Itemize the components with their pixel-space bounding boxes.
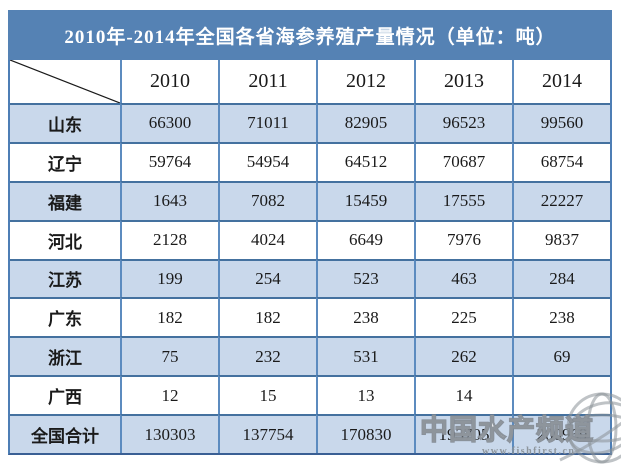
table-cell: 70687	[414, 141, 512, 181]
table-cell: 14	[414, 375, 512, 415]
row-label-福建: 福建	[10, 180, 120, 220]
table-cell: 232	[218, 336, 316, 376]
table-cell: 12	[120, 375, 218, 415]
table-cell: 99560	[512, 103, 610, 142]
column-header-2010: 2010	[120, 60, 218, 103]
table-cell: 7976	[414, 219, 512, 259]
column-header-2011: 2011	[218, 60, 316, 103]
table-cell: 254	[218, 258, 316, 298]
table-cell: 1643	[120, 180, 218, 220]
table-cell: 238	[512, 297, 610, 337]
table-cell: 9837	[512, 219, 610, 259]
row-label-山东: 山东	[10, 103, 120, 142]
table-cell: 523	[316, 258, 414, 298]
row-label-全国合计: 全国合计	[10, 414, 120, 453]
table-cell: 82905	[316, 103, 414, 142]
row-label-辽宁: 辽宁	[10, 141, 120, 181]
diagonal-line-icon	[10, 60, 120, 103]
table-cell: 199	[120, 258, 218, 298]
table-cell: 71011	[218, 103, 316, 142]
table-cell: 6649	[316, 219, 414, 259]
table-title: 2010年-2014年全国各省海参养殖产量情况（单位：吨）	[8, 10, 612, 60]
column-header-2014: 2014	[512, 60, 610, 103]
production-table: 2010年-2014年全国各省海参养殖产量情况（单位：吨） 2010 2011 20…	[8, 10, 612, 455]
table-cell: 238	[316, 297, 414, 337]
table-cell: 182	[218, 297, 316, 337]
table-cell	[512, 375, 610, 415]
row-label-浙江: 浙江	[10, 336, 120, 376]
table-cell: 2128	[120, 219, 218, 259]
corner-cell	[10, 60, 120, 103]
row-label-广东: 广东	[10, 297, 120, 337]
table-cell: 59764	[120, 141, 218, 181]
table-cell: 17555	[414, 180, 512, 220]
table-cell: 170830	[316, 414, 414, 453]
column-header-2012: 2012	[316, 60, 414, 103]
table-cell: 68754	[512, 141, 610, 181]
table-cell: 137754	[218, 414, 316, 453]
table-cell: 193705	[414, 414, 512, 453]
table-cell: 200969	[512, 414, 610, 453]
table-cell: 64512	[316, 141, 414, 181]
table-cell: 13	[316, 375, 414, 415]
row-label-河北: 河北	[10, 219, 120, 259]
table-cell: 66300	[120, 103, 218, 142]
table-cell: 96523	[414, 103, 512, 142]
table-cell: 262	[414, 336, 512, 376]
table-cell: 15459	[316, 180, 414, 220]
column-header-2013: 2013	[414, 60, 512, 103]
table-cell: 4024	[218, 219, 316, 259]
table-cell: 75	[120, 336, 218, 376]
row-label-广西: 广西	[10, 375, 120, 415]
table-cell: 54954	[218, 141, 316, 181]
table-cell: 15	[218, 375, 316, 415]
table-cell: 463	[414, 258, 512, 298]
table-cell: 531	[316, 336, 414, 376]
table-cell: 284	[512, 258, 610, 298]
table-cell: 69	[512, 336, 610, 376]
table-cell: 182	[120, 297, 218, 337]
table-cell: 22227	[512, 180, 610, 220]
table-cell: 130303	[120, 414, 218, 453]
row-label-江苏: 江苏	[10, 258, 120, 298]
table-grid: 2010 2011 2012 2013 2014 山东 66300 71011 82905 965…	[8, 60, 612, 455]
table-cell: 7082	[218, 180, 316, 220]
table-cell: 225	[414, 297, 512, 337]
